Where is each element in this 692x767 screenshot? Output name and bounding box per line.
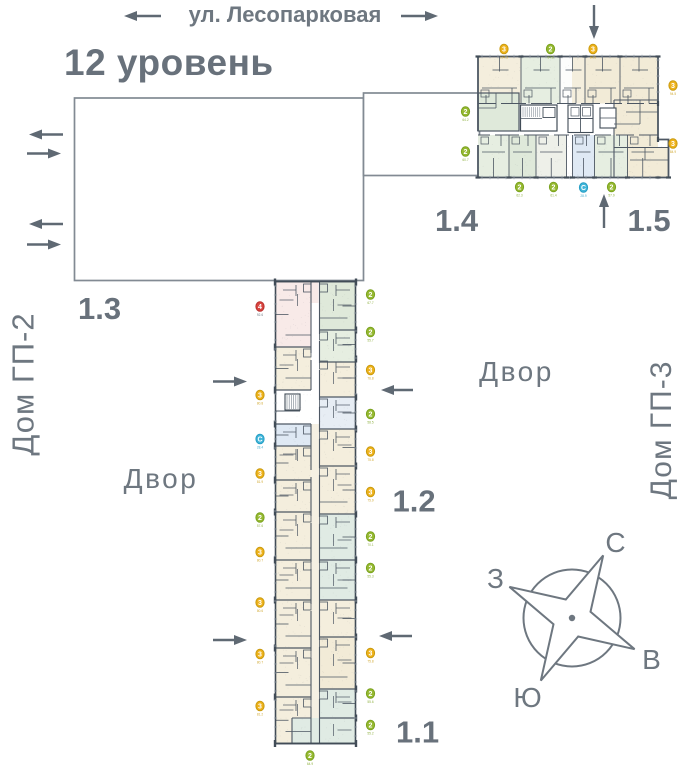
svg-text:80.6: 80.6 (257, 609, 263, 613)
svg-text:Двор: Двор (124, 463, 199, 494)
svg-text:3: 3 (258, 550, 262, 557)
svg-text:57.6: 57.6 (257, 524, 263, 528)
svg-text:1.4: 1.4 (435, 203, 479, 238)
svg-text:2: 2 (549, 47, 553, 54)
svg-text:28.4: 28.4 (257, 446, 263, 450)
svg-text:3: 3 (369, 368, 373, 375)
svg-text:55.3: 55.3 (367, 575, 373, 579)
svg-text:2: 2 (369, 412, 373, 419)
svg-text:1.2: 1.2 (393, 484, 436, 519)
svg-text:55.6: 55.6 (367, 700, 373, 704)
svg-text:75.9: 75.9 (367, 499, 373, 503)
svg-text:2: 2 (369, 691, 373, 698)
svg-text:94.5: 94.5 (670, 92, 676, 96)
svg-text:2: 2 (308, 753, 312, 760)
svg-text:61.4: 61.4 (550, 194, 556, 198)
svg-text:75.8: 75.8 (367, 458, 373, 462)
svg-text:92.6: 92.6 (257, 313, 263, 317)
svg-text:2: 2 (552, 185, 556, 192)
svg-text:81.2: 81.2 (257, 713, 263, 717)
svg-text:2: 2 (369, 330, 373, 337)
svg-text:Двор: Двор (479, 356, 554, 387)
svg-text:2: 2 (610, 185, 614, 192)
svg-text:1.1: 1.1 (396, 715, 439, 750)
svg-text:В: В (642, 644, 661, 675)
svg-text:55.7: 55.7 (367, 339, 373, 343)
svg-text:3: 3 (502, 47, 506, 54)
svg-text:58.5: 58.5 (367, 421, 373, 425)
svg-text:67.7: 67.7 (367, 301, 373, 305)
svg-text:2: 2 (518, 185, 522, 192)
svg-text:64.9: 64.9 (307, 762, 313, 766)
svg-text:3: 3 (369, 651, 373, 658)
svg-text:Ю: Ю (513, 682, 541, 713)
svg-text:2: 2 (258, 515, 262, 522)
svg-text:3: 3 (258, 471, 262, 478)
svg-text:64.6: 64.6 (547, 56, 553, 60)
svg-text:70.1: 70.1 (367, 543, 373, 547)
svg-text:3: 3 (369, 449, 373, 456)
svg-text:ул. Лесопарковая: ул. Лесопарковая (189, 2, 382, 27)
svg-text:2: 2 (369, 566, 373, 573)
svg-text:3: 3 (671, 83, 675, 90)
svg-text:Дом ГП-3: Дом ГП-3 (645, 361, 678, 500)
svg-text:60.7: 60.7 (462, 158, 468, 162)
svg-text:80.8: 80.8 (257, 402, 263, 406)
svg-text:3: 3 (258, 393, 262, 400)
svg-text:2: 2 (369, 534, 373, 541)
svg-text:104.3: 104.3 (500, 56, 508, 60)
svg-text:З: З (487, 563, 504, 594)
svg-text:3: 3 (258, 600, 262, 607)
svg-text:3: 3 (369, 490, 373, 497)
svg-text:2: 2 (464, 109, 468, 116)
svg-text:28.9: 28.9 (580, 194, 586, 198)
svg-text:2: 2 (369, 292, 373, 299)
svg-text:C: C (581, 185, 586, 192)
svg-text:84.6: 84.6 (590, 56, 596, 60)
svg-text:12 уровень: 12 уровень (64, 42, 274, 83)
svg-text:3: 3 (258, 704, 262, 711)
svg-text:3: 3 (671, 141, 675, 148)
svg-text:81.9: 81.9 (257, 480, 263, 484)
svg-text:80.7: 80.7 (257, 559, 263, 563)
svg-text:3: 3 (258, 652, 262, 659)
svg-text:С: С (605, 527, 625, 558)
svg-text:1.3: 1.3 (78, 291, 121, 326)
svg-text:4: 4 (258, 304, 262, 311)
svg-text:75.8: 75.8 (367, 660, 373, 664)
svg-text:57.9: 57.9 (608, 194, 614, 198)
svg-text:2: 2 (464, 149, 468, 156)
svg-text:C: C (257, 437, 262, 444)
svg-text:2: 2 (369, 723, 373, 730)
svg-text:76.8: 76.8 (367, 377, 373, 381)
svg-text:80.7: 80.7 (257, 661, 263, 665)
svg-text:3: 3 (591, 47, 595, 54)
svg-text:64.2: 64.2 (462, 118, 468, 122)
svg-text:1.5: 1.5 (628, 203, 671, 238)
svg-text:84.9: 84.9 (670, 150, 676, 154)
svg-text:62.3: 62.3 (516, 194, 522, 198)
svg-text:Дом ГП-2: Дом ГП-2 (6, 312, 41, 455)
svg-text:55.2: 55.2 (367, 732, 373, 736)
